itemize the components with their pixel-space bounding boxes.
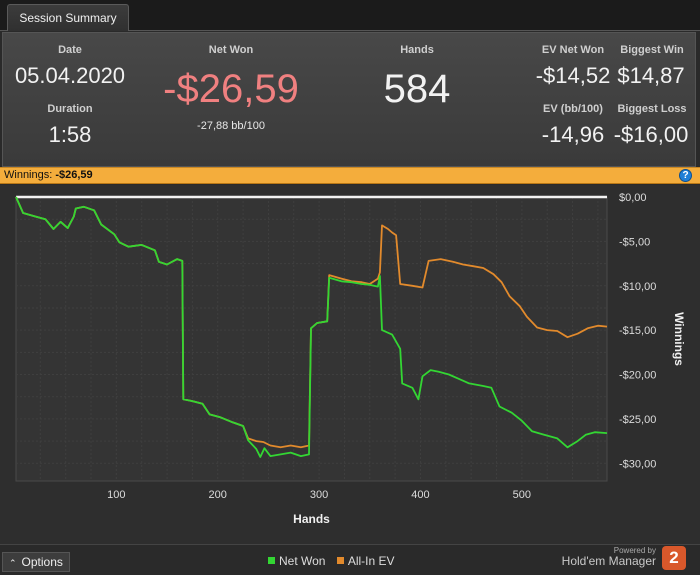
net-won-bb: -27,88 bb/100 bbox=[197, 120, 265, 132]
legend-all-in-ev: All-In EV bbox=[347, 554, 395, 568]
help-icon[interactable]: ? bbox=[679, 169, 692, 182]
y-tick-label: -$20,00 bbox=[619, 370, 656, 382]
y-axis-title: Winnings bbox=[672, 312, 686, 366]
y-tick-label: -$5,00 bbox=[619, 236, 650, 248]
date-label: Date bbox=[58, 44, 82, 56]
legend-swatch-all-in-ev bbox=[336, 557, 344, 564]
net-won-label: Net Won bbox=[208, 44, 254, 56]
y-tick-label: -$10,00 bbox=[619, 281, 656, 293]
x-tick-label: 400 bbox=[411, 489, 429, 501]
duration-label: Duration bbox=[47, 103, 93, 115]
winnings-label: Winnings: bbox=[4, 169, 53, 181]
date-value: 05.04.2020 bbox=[14, 63, 126, 88]
hands-value: 584 bbox=[383, 67, 451, 111]
ev-bb-value: -14,96 bbox=[541, 122, 605, 147]
stats-panel: Date 05.04.2020 Duration 1:58 Net Won -$… bbox=[2, 32, 696, 167]
series-net-won bbox=[15, 196, 608, 458]
x-tick-label: 500 bbox=[513, 489, 531, 501]
ev-net-won-label: EV Net Won bbox=[541, 44, 605, 56]
x-tick-label: 200 bbox=[209, 489, 227, 501]
x-axis-title: Hands bbox=[293, 512, 330, 526]
hands-label: Hands bbox=[400, 44, 434, 56]
brand-name: Hold'em Manager bbox=[561, 554, 656, 568]
chevron-up-icon: ⌃ bbox=[9, 558, 17, 568]
biggest-win-label: Biggest Win bbox=[620, 44, 684, 56]
options-button[interactable]: ⌃ Options bbox=[2, 552, 70, 572]
legend-net-won: Net Won bbox=[279, 554, 326, 568]
net-won-value: -$26,59 bbox=[163, 67, 299, 111]
winnings-value: -$26,59 bbox=[55, 169, 93, 181]
winnings-bar: Winnings: -$26,59 ? bbox=[0, 167, 700, 184]
chart-legend: Net Won All-In EV bbox=[268, 554, 395, 568]
biggest-win-value: $14,87 bbox=[617, 63, 685, 88]
bottom-bar: ⌃ Options Net Won All-In EV Powered by Ho… bbox=[0, 546, 700, 575]
ev-net-won-value: -$14,52 bbox=[535, 63, 611, 88]
biggest-loss-value: -$16,00 bbox=[613, 122, 689, 147]
duration-value: 1:58 bbox=[48, 122, 92, 147]
y-tick-label: -$25,00 bbox=[619, 414, 656, 426]
x-tick-label: 100 bbox=[107, 489, 125, 501]
y-tick-label: -$15,00 bbox=[619, 325, 656, 337]
hm2-logo-icon: 2 bbox=[662, 546, 686, 570]
y-tick-label: $0,00 bbox=[619, 192, 647, 204]
y-tick-label: -$30,00 bbox=[619, 458, 656, 470]
winnings-chart: 100 200 300 400 500 $0,00 -$5,00 -$10,00 -$15,00… bbox=[0, 185, 700, 545]
options-label: Options bbox=[21, 555, 63, 569]
powered-by: Powered by bbox=[613, 546, 656, 555]
brand: Powered by Hold'em Manager 2 bbox=[561, 546, 686, 570]
x-tick-label: 300 bbox=[310, 489, 328, 501]
biggest-loss-label: Biggest Loss bbox=[617, 103, 687, 115]
tab-session-summary[interactable]: Session Summary bbox=[7, 4, 129, 31]
legend-swatch-net-won bbox=[268, 557, 275, 564]
winnings-chart-svg: 100 200 300 400 500 $0,00 -$5,00 -$10,00 -$15,00… bbox=[15, 192, 686, 526]
tab-bar: Session Summary bbox=[0, 0, 700, 31]
ev-bb-label: EV (bb/100) bbox=[543, 103, 603, 115]
